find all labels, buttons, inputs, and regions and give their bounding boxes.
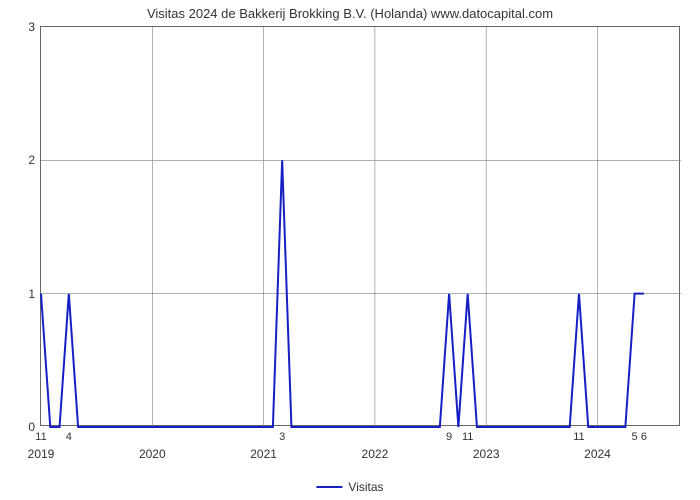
x-year-label: 2024 <box>584 447 611 461</box>
y-tick-label: 2 <box>28 153 35 167</box>
plot-area: 012320192020202120222023202411439111156 <box>40 26 680 426</box>
x-year-label: 2019 <box>28 447 55 461</box>
point-label: 6 <box>641 431 647 443</box>
y-tick-label: 1 <box>28 287 35 301</box>
legend-label: Visitas <box>348 480 383 494</box>
point-label: 9 <box>446 431 452 443</box>
chart-svg <box>41 27 681 427</box>
chart-container: Visitas 2024 de Bakkerij Brokking B.V. (… <box>0 0 700 500</box>
point-label: 11 <box>462 431 473 443</box>
point-label: 5 <box>632 431 638 443</box>
x-year-label: 2020 <box>139 447 166 461</box>
x-year-label: 2022 <box>362 447 389 461</box>
y-tick-label: 0 <box>28 420 35 434</box>
point-label: 11 <box>573 431 584 443</box>
point-label: 11 <box>35 431 46 443</box>
legend-swatch <box>316 486 342 488</box>
point-label: 3 <box>279 431 285 443</box>
chart-title: Visitas 2024 de Bakkerij Brokking B.V. (… <box>0 0 700 21</box>
point-label: 4 <box>66 431 72 443</box>
legend: Visitas <box>316 480 383 494</box>
x-year-label: 2021 <box>250 447 277 461</box>
x-year-label: 2023 <box>473 447 500 461</box>
y-tick-label: 3 <box>28 20 35 34</box>
